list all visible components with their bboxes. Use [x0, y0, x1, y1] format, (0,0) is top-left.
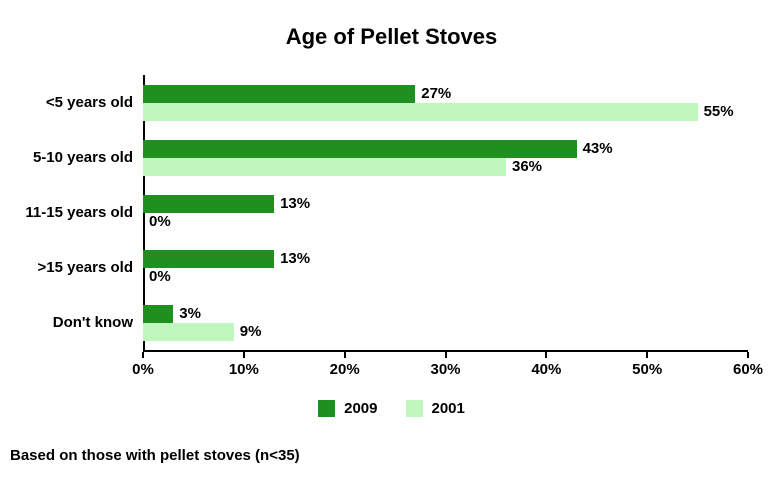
value-label: 55% — [703, 103, 734, 120]
legend-item-2009: 2009 — [318, 400, 378, 417]
value-label: 36% — [512, 158, 543, 175]
bar-2009 — [143, 195, 275, 213]
x-axis-tick — [646, 352, 649, 358]
bar-2009 — [143, 140, 577, 158]
x-axis-tick — [242, 352, 245, 358]
bar-2001 — [143, 323, 234, 341]
category-label: <5 years old — [45, 94, 133, 111]
value-label: 13% — [280, 250, 311, 267]
legend: 2009 2001 — [0, 400, 783, 417]
value-label: 43% — [582, 140, 613, 157]
x-axis-tick — [444, 352, 447, 358]
plot-area — [143, 75, 748, 352]
bar-2001 — [143, 103, 698, 121]
bar-2009 — [143, 305, 174, 323]
category-label: Don't know — [52, 314, 133, 331]
value-label: 27% — [421, 85, 452, 102]
legend-label-2009: 2009 — [344, 400, 378, 417]
x-axis-tick — [545, 352, 548, 358]
x-axis-tick-label: 50% — [632, 361, 663, 378]
legend-label-2001: 2001 — [431, 400, 465, 417]
value-label: 13% — [280, 195, 311, 212]
x-axis-tick — [747, 352, 749, 358]
x-axis-tick-label: 20% — [329, 361, 360, 378]
category-label: >15 years old — [37, 259, 133, 276]
x-axis-tick-label: 60% — [732, 361, 764, 378]
x-axis-tick-label: 40% — [531, 361, 562, 378]
legend-swatch-2009 — [318, 400, 336, 417]
legend-item-2001: 2001 — [405, 400, 465, 417]
value-label: 0% — [149, 213, 171, 230]
bar-2001 — [143, 158, 506, 176]
value-label: 0% — [149, 268, 171, 285]
x-axis-tick-label: 10% — [228, 361, 259, 378]
legend-swatch-2001 — [405, 400, 423, 417]
x-axis-tick-label: 30% — [430, 361, 461, 378]
value-label: 3% — [179, 305, 201, 322]
category-label: 11-15 years old — [25, 204, 133, 221]
x-axis-tick-label: 0% — [132, 361, 154, 378]
x-axis-tick — [343, 352, 346, 358]
footnote: Based on those with pellet stoves (n<35) — [10, 447, 300, 464]
chart-title: Age of Pellet Stoves — [285, 24, 498, 49]
bar-2009 — [143, 250, 275, 268]
category-label: 5-10 years old — [32, 149, 133, 166]
bar-2009 — [143, 85, 416, 103]
value-label: 9% — [239, 323, 262, 340]
x-axis-tick — [142, 352, 144, 358]
